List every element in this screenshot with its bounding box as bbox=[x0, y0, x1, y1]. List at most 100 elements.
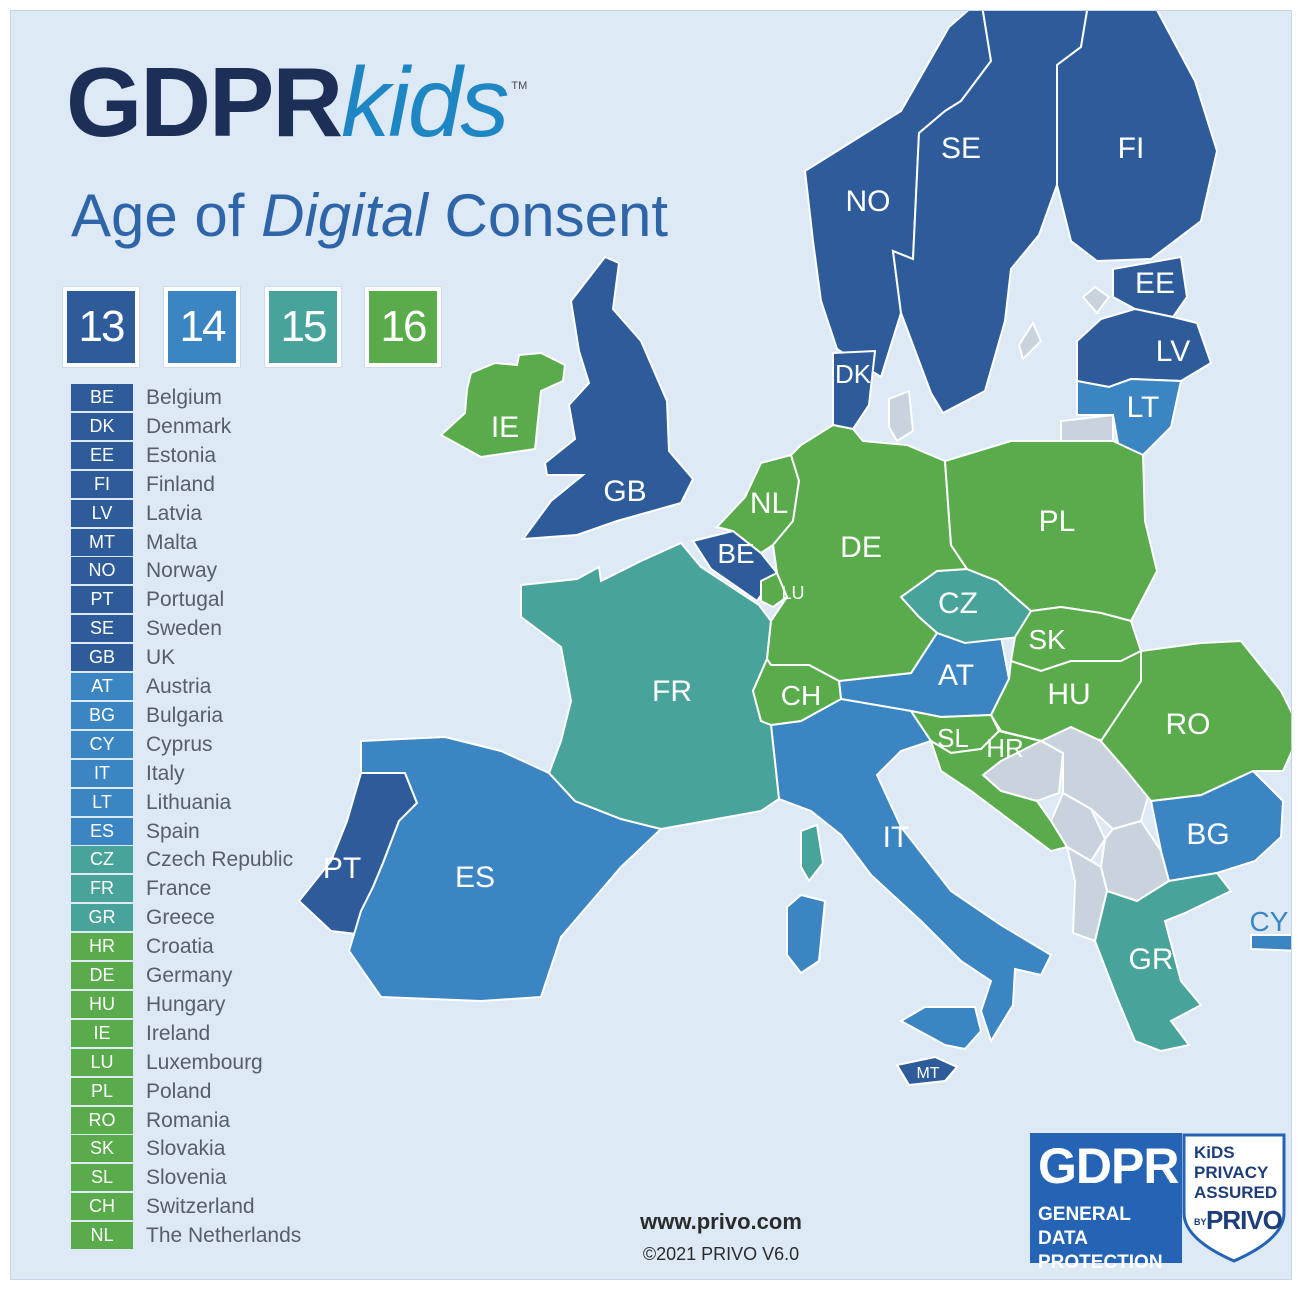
country-de bbox=[765, 423, 969, 683]
map-label-nl: NL bbox=[750, 487, 788, 520]
legend-country-name: The Netherlands bbox=[146, 1224, 302, 1248]
legend-code: SE bbox=[71, 615, 133, 643]
legend-row: LU Luxembourg bbox=[71, 1048, 371, 1078]
map-label-at: AT bbox=[938, 659, 974, 692]
country-ch bbox=[751, 656, 843, 727]
legend-code: IE bbox=[71, 1019, 133, 1047]
footer-url[interactable]: www.privo.com bbox=[640, 1209, 802, 1234]
country-mt bbox=[895, 1055, 959, 1087]
country-gb bbox=[520, 255, 695, 541]
country-fi bbox=[1056, 11, 1219, 263]
badge-privo: PRIVO bbox=[1206, 1205, 1283, 1235]
legend-code: RO bbox=[71, 1106, 133, 1134]
map-label-mt: MT bbox=[916, 1065, 939, 1082]
legend-country-name: Croatia bbox=[146, 935, 214, 959]
map-label-ie: IE bbox=[491, 411, 519, 444]
map-label-bg: BG bbox=[1186, 818, 1229, 851]
legend-country-name: Malta bbox=[146, 530, 198, 554]
map-label-dk: DK bbox=[835, 359, 872, 389]
legend-country-name: Poland bbox=[146, 1079, 212, 1103]
map-labels: NO SE FI EE LV LT DK IE GB NL BE LU DE P… bbox=[323, 132, 1289, 1082]
country-lt bbox=[1076, 377, 1183, 457]
country-kaliningrad bbox=[1060, 413, 1114, 442]
country-ro bbox=[1098, 639, 1291, 803]
age-key-3: 16 bbox=[365, 287, 441, 367]
country-gr bbox=[1093, 871, 1233, 1053]
legend-country-name: Cyprus bbox=[146, 732, 213, 756]
badge-gdpr-subtitle: GENERAL DATA PROTECTION bbox=[1038, 1203, 1182, 1275]
legend-country-name: Slovenia bbox=[146, 1166, 227, 1190]
legend-country-name: Romania bbox=[146, 1108, 231, 1132]
legend-row: FR France bbox=[71, 875, 371, 904]
legend-row: CY Cyprus bbox=[71, 730, 371, 760]
logo-tm: TM bbox=[511, 80, 528, 92]
legend-row: CZ Czech Republic bbox=[71, 846, 371, 875]
legend-country-name: UK bbox=[146, 646, 176, 670]
age-13-countries bbox=[297, 11, 1219, 1087]
legend-code: DK bbox=[71, 412, 133, 440]
map-label-es: ES bbox=[455, 861, 495, 894]
legend-code: CZ bbox=[71, 846, 133, 874]
europe-map: NO SE FI EE LV LT DK IE GB NL BE LU DE P… bbox=[297, 11, 1291, 1087]
legend-row: PL Poland bbox=[71, 1077, 371, 1107]
badge-gdpr-text: GDPR bbox=[1038, 1138, 1179, 1194]
legend-country-name: Greece bbox=[146, 906, 215, 930]
legend-country-name: Switzerland bbox=[146, 1195, 255, 1219]
legend-row: IT Italy bbox=[71, 759, 371, 789]
legend-country-name: Norway bbox=[146, 559, 218, 583]
age-key-0: 13 bbox=[63, 287, 139, 367]
legend-row: SL Slovenia bbox=[71, 1164, 371, 1193]
country-dk bbox=[832, 349, 877, 431]
legend-code: SL bbox=[71, 1164, 133, 1192]
age-key-2: 15 bbox=[265, 287, 341, 367]
gdprkids-logo: GDPRkids TM bbox=[66, 53, 527, 151]
map-label-sl: SL bbox=[937, 723, 969, 753]
age-key-1: 14 bbox=[164, 287, 240, 367]
legend-row: SE Sweden bbox=[71, 615, 371, 644]
non-member-countries bbox=[888, 285, 1171, 943]
map-label-cz: CZ bbox=[938, 587, 978, 620]
legend-country-name: Belgium bbox=[146, 386, 222, 409]
age-15-countries bbox=[520, 541, 1233, 1053]
legend-row: DK Denmark bbox=[71, 412, 371, 442]
legend-country-name: Spain bbox=[146, 819, 200, 843]
country-ie bbox=[439, 351, 567, 459]
logo-gdpr: GDPR bbox=[66, 47, 343, 157]
map-label-lt: LT bbox=[1127, 391, 1160, 424]
legend-country-name: Hungary bbox=[146, 992, 226, 1016]
map-frame: NO SE FI EE LV LT DK IE GB NL BE LU DE P… bbox=[10, 10, 1292, 1280]
country-gotland-area bbox=[888, 389, 915, 443]
legend-row: FI Finland bbox=[71, 470, 371, 500]
map-label-hr: HR bbox=[986, 733, 1024, 763]
legend-code: AT bbox=[71, 673, 133, 700]
footer-copyright: ©2021 PRIVO V6.0 bbox=[642, 1244, 800, 1264]
legend-code: HU bbox=[71, 990, 133, 1018]
legend-code: CY bbox=[71, 730, 133, 758]
country-sardinia bbox=[786, 893, 827, 975]
badge-shield: KiDS PRIVACY ASSURED BY PRIVO bbox=[1182, 1133, 1286, 1263]
legend-row: RO Romania bbox=[71, 1106, 371, 1136]
legend-code: GB bbox=[71, 644, 133, 672]
title-before: Age of bbox=[71, 182, 262, 249]
legend-country-name: Germany bbox=[146, 964, 233, 987]
country-hr bbox=[929, 729, 1069, 853]
legend-code: EE bbox=[71, 441, 133, 469]
badge-gdpr-panel: GDPR GENERAL DATA PROTECTION bbox=[1030, 1133, 1182, 1273]
map-label-de: DE bbox=[840, 531, 882, 564]
legend-row: NL The Netherlands bbox=[71, 1222, 371, 1251]
map-label-fr: FR bbox=[652, 675, 692, 708]
legend-code: LV bbox=[71, 499, 133, 527]
legend-row: BE Belgium bbox=[71, 384, 371, 413]
legend-code: BG bbox=[71, 701, 133, 729]
badge-by: BY bbox=[1194, 1217, 1207, 1227]
badge-kids: KiDS bbox=[1194, 1143, 1235, 1162]
legend-code: FI bbox=[71, 470, 133, 498]
country-cy bbox=[1250, 934, 1291, 952]
map-label-ee: EE bbox=[1135, 267, 1175, 300]
legend-code: SK bbox=[71, 1135, 133, 1163]
map-label-se: SE bbox=[941, 132, 981, 165]
privo-gdpr-badge: GDPR GENERAL DATA PROTECTION KiDS PRIVAC… bbox=[1030, 1133, 1286, 1273]
legend-code: BE bbox=[71, 384, 133, 411]
map-label-gr: GR bbox=[1129, 943, 1174, 976]
badge-assured: ASSURED bbox=[1194, 1183, 1278, 1202]
